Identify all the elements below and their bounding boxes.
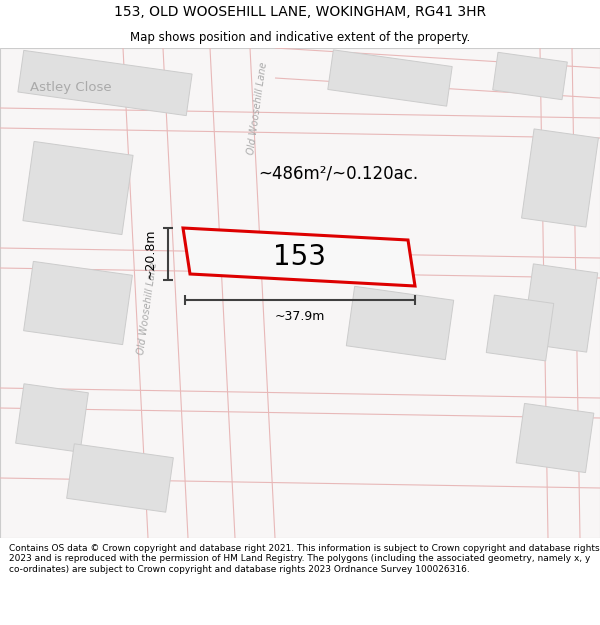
Text: Old Woosehill Lane: Old Woosehill Lane (247, 61, 269, 155)
Polygon shape (23, 141, 133, 234)
Polygon shape (516, 403, 594, 472)
Polygon shape (183, 228, 415, 286)
Text: 153: 153 (272, 243, 325, 271)
Polygon shape (493, 52, 568, 99)
Polygon shape (522, 264, 598, 352)
Text: ~486m²/~0.120ac.: ~486m²/~0.120ac. (258, 164, 418, 182)
Text: Map shows position and indicative extent of the property.: Map shows position and indicative extent… (130, 31, 470, 44)
Text: Contains OS data © Crown copyright and database right 2021. This information is : Contains OS data © Crown copyright and d… (9, 544, 599, 574)
Polygon shape (346, 286, 454, 359)
Polygon shape (18, 51, 192, 116)
Polygon shape (328, 50, 452, 106)
Text: Astley Close: Astley Close (30, 81, 112, 94)
Polygon shape (486, 295, 554, 361)
Text: ~20.8m: ~20.8m (143, 229, 157, 279)
Polygon shape (23, 261, 133, 344)
Polygon shape (16, 384, 88, 452)
Text: 153, OLD WOOSEHILL LANE, WOKINGHAM, RG41 3HR: 153, OLD WOOSEHILL LANE, WOKINGHAM, RG41… (114, 5, 486, 19)
Text: Old Woosehill Lane: Old Woosehill Lane (137, 261, 160, 355)
Polygon shape (67, 444, 173, 512)
Polygon shape (521, 129, 598, 227)
Text: ~37.9m: ~37.9m (275, 309, 325, 322)
